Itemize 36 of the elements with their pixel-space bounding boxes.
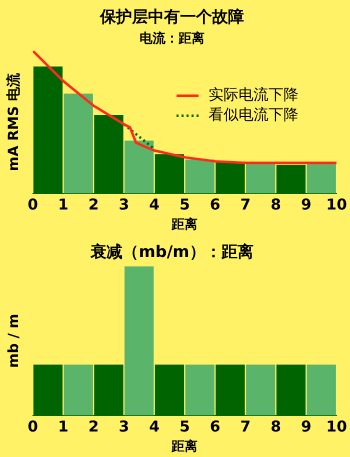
x-tick-label: 10	[326, 195, 347, 214]
x-tick-label: 9	[300, 417, 312, 436]
chart-title: 衰减（mb/m）：距离	[90, 242, 254, 261]
x-tick-label: 3	[118, 417, 130, 436]
x-tick-label: 5	[179, 417, 190, 436]
bar	[64, 94, 93, 194]
bar	[306, 163, 336, 194]
x-tick-label: 10	[326, 417, 347, 436]
chart-title: 保护层中有一个故障	[99, 6, 244, 26]
x-tick-label: 6	[210, 417, 220, 436]
x-tick-label: 6	[210, 195, 220, 214]
x-tick-label: 2	[88, 195, 99, 214]
x-tick-label: 4	[149, 417, 160, 436]
y-axis-title: mA RMS 电流	[5, 72, 22, 172]
y-axis-title: mb / m	[6, 314, 22, 368]
x-tick-label: 4	[149, 195, 160, 214]
legend-label: 看似电流下降	[208, 106, 299, 124]
x-tick-label: 8	[270, 195, 282, 214]
x-tick-label: 5	[179, 195, 190, 214]
bar	[185, 159, 214, 194]
x-axis-title: 距离	[170, 438, 198, 455]
legend-label: 实际电流下降	[208, 86, 299, 104]
x-tick-label: 3	[118, 195, 130, 214]
x-tick-label: 0	[28, 417, 38, 436]
x-axis-title: 距离	[170, 216, 198, 233]
x-tick-label: 8	[270, 417, 282, 436]
x-tick-label: 2	[88, 417, 99, 436]
x-tick-label: 1	[58, 417, 68, 436]
bar	[246, 163, 276, 194]
x-tick-label: 0	[28, 195, 38, 214]
x-tick-label: 1	[58, 195, 68, 214]
chart-subtitle: 电流：距离	[140, 30, 204, 46]
bar	[124, 140, 154, 194]
x-tick-label: 7	[240, 195, 251, 214]
x-tick-label: 7	[240, 417, 251, 436]
x-tick-label: 9	[300, 195, 312, 214]
